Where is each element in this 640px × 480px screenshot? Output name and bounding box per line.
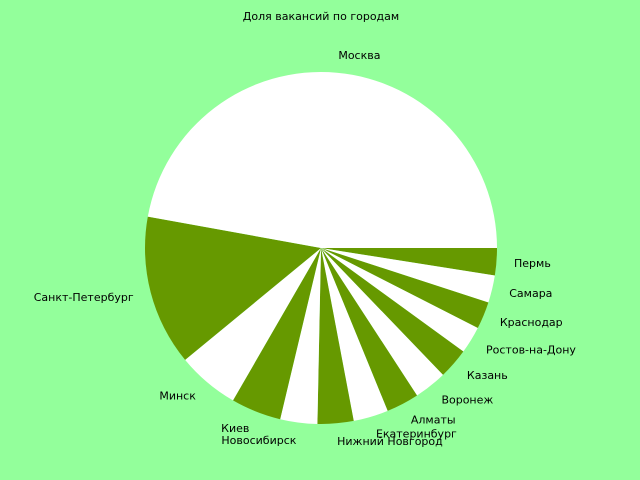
pie-slice xyxy=(144,216,321,360)
slice-label: Алматы xyxy=(411,413,456,426)
slice-label: Краснодар xyxy=(500,316,563,329)
labels-layer: Пермь Самара Краснодар Ростов-на-Дону Казань… xyxy=(34,49,577,448)
pie-slice xyxy=(321,248,495,303)
chart-title: Доля вакансий по городам xyxy=(243,10,399,23)
pie-slice xyxy=(233,248,321,420)
slice-label: Казань xyxy=(467,369,508,382)
slice-label: Пермь xyxy=(514,257,551,270)
pie-slice xyxy=(321,248,478,352)
pie-slice xyxy=(147,71,497,248)
slice-label: Санкт-Петербург xyxy=(34,291,134,304)
pie-slice xyxy=(321,248,388,421)
slice-label: Новосибирск xyxy=(221,434,296,447)
slice-label: Москва xyxy=(338,49,380,62)
slice-label: Воронеж xyxy=(441,394,493,407)
slice-label: Нижний Новгород xyxy=(337,435,443,448)
slice-label: Самара xyxy=(509,287,552,300)
slice-label: Екатеринбург xyxy=(376,428,457,441)
pie-slice xyxy=(321,248,443,396)
pie-slice xyxy=(321,248,489,328)
pie-slice xyxy=(321,248,418,411)
slice-label: Ростов-на-Дону xyxy=(486,343,576,356)
slice-label: Киев xyxy=(221,422,249,435)
pie-slice xyxy=(321,248,464,375)
pie-slice xyxy=(185,248,321,401)
pie-slice xyxy=(317,248,354,424)
slices-layer xyxy=(144,71,497,424)
slice-label: Минск xyxy=(159,390,196,403)
pie-slice xyxy=(321,248,497,276)
pie-slice xyxy=(280,248,321,424)
